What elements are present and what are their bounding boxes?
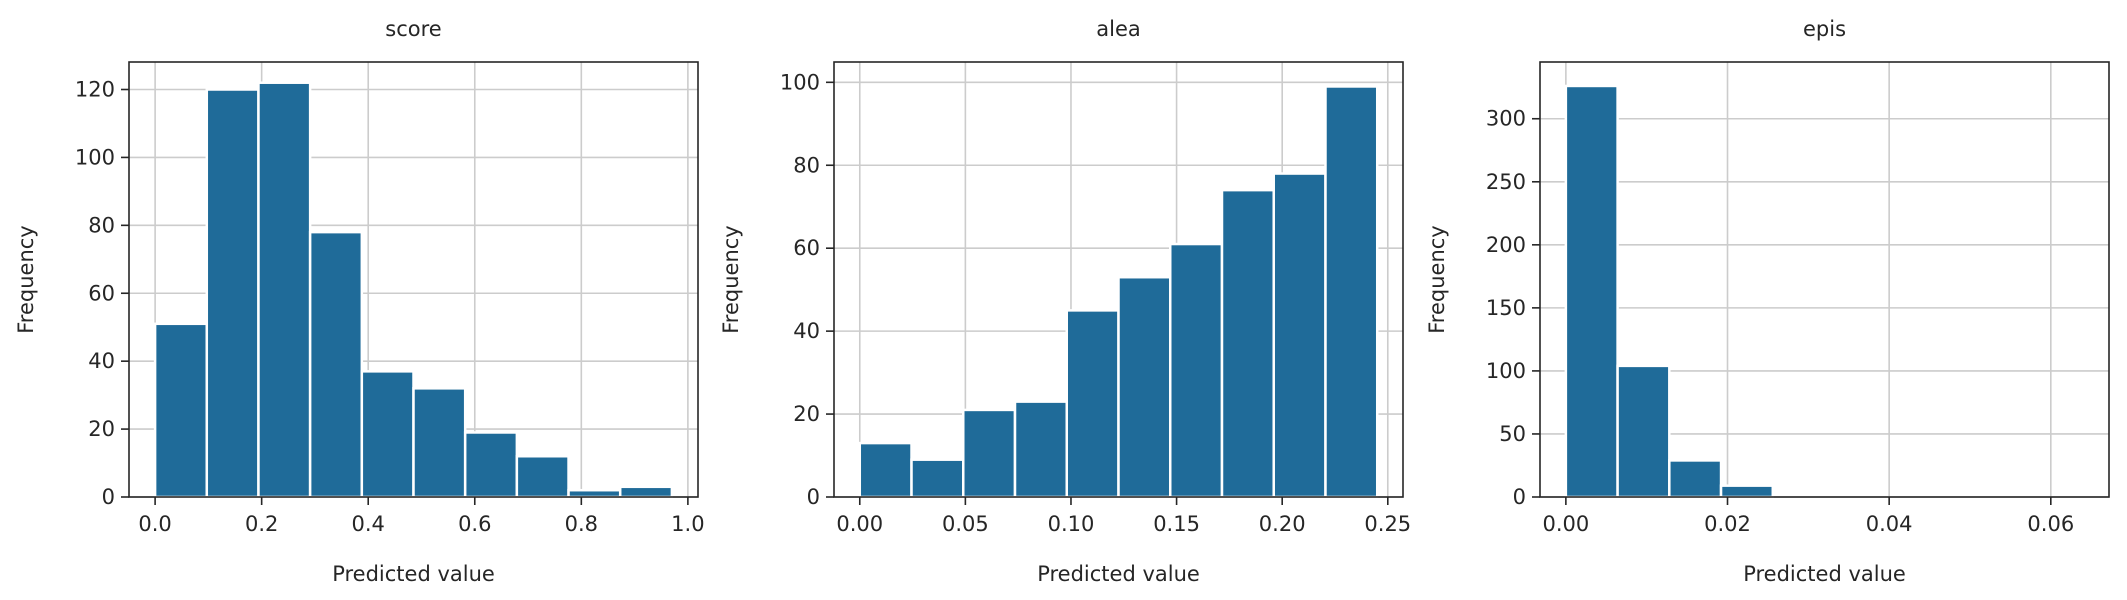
score-xtick-label-2: 0.4 [352, 512, 385, 536]
epis-ytick-label-0: 0 [1513, 485, 1526, 509]
score-ytick-label-4: 80 [88, 213, 115, 237]
score-bar-6 [463, 431, 519, 499]
epis-y-axis-label: Frequency [1425, 225, 1449, 334]
alea-y-axis-label: Frequency [719, 225, 743, 334]
epis-ytick-label-3: 150 [1486, 296, 1526, 320]
alea-bar-9 [1324, 85, 1379, 499]
epis-bar-1 [1616, 364, 1671, 499]
alea-xtick-label-4: 0.20 [1259, 512, 1306, 536]
epis-histogram-panel: 0.00 0.02 0.04 0.06 0 50 100 150 200 250 300 epis Pr… [1425, 17, 2110, 586]
alea-xtick-label-3: 0.15 [1153, 512, 1200, 536]
score-bar-1 [205, 88, 260, 499]
alea-xtick-label-5: 0.25 [1364, 512, 1411, 536]
epis-chart-title: epis [1803, 17, 1846, 41]
epis-bar-3 [1719, 484, 1775, 499]
alea-ytick-label-2: 40 [793, 319, 820, 343]
epis-ytick-label-6: 300 [1486, 107, 1526, 131]
score-histogram-panel: 0.0 0.2 0.4 0.6 0.8 1.0 0 20 40 60 80 100 120 score Pr… [14, 17, 705, 586]
score-xtick-label-1: 0.2 [245, 512, 278, 536]
epis-bar-2 [1668, 459, 1723, 499]
epis-ytick-label-5: 250 [1486, 170, 1526, 194]
alea-axes-frame [833, 61, 1404, 498]
score-ytick-label-3: 60 [88, 281, 115, 305]
epis-xtick-label-3: 0.06 [2027, 512, 2074, 536]
alea-bar-5 [1117, 275, 1172, 499]
score-xtick-label-0: 0.0 [138, 512, 171, 536]
score-ytick-label-5: 100 [75, 145, 115, 169]
alea-histogram-panel: 0.00 0.05 0.10 0.15 0.20 0.25 0 20 40 60 80 100 alea… [719, 17, 1411, 586]
score-xtick-label-4: 0.8 [565, 512, 598, 536]
alea-bar-3 [1013, 400, 1069, 499]
alea-bar-1 [910, 458, 965, 499]
alea-ytick-label-1: 20 [793, 402, 820, 426]
score-bar-7 [515, 455, 570, 499]
alea-ytick-label-4: 80 [793, 153, 820, 177]
score-ytick-label-2: 40 [88, 349, 115, 373]
score-bar-0 [153, 322, 209, 499]
alea-ytick-label-0: 0 [807, 485, 820, 509]
score-y-axis-label: Frequency [14, 225, 38, 334]
score-bar-3 [308, 230, 364, 499]
alea-bar-0 [858, 441, 913, 499]
score-bar-8 [567, 488, 622, 499]
epis-xtick-label-2: 0.04 [1866, 512, 1913, 536]
epis-axes-frame [1539, 61, 2110, 498]
alea-bar-2 [962, 408, 1017, 499]
epis-xtick-label-1: 0.02 [1704, 512, 1751, 536]
score-bar-9 [618, 485, 674, 499]
score-chart-title: score [385, 17, 441, 41]
alea-chart-title: alea [1096, 17, 1141, 41]
alea-bar-4 [1065, 309, 1120, 499]
alea-bar-6 [1168, 242, 1224, 499]
score-xtick-label-3: 0.6 [458, 512, 491, 536]
score-ytick-label-0: 0 [102, 485, 115, 509]
epis-xtick-label-0: 0.00 [1542, 512, 1589, 536]
score-ytick-label-6: 120 [75, 78, 115, 102]
epis-ytick-label-4: 200 [1486, 233, 1526, 257]
alea-xtick-label-2: 0.10 [1048, 512, 1095, 536]
score-bar-2 [257, 81, 312, 499]
alea-bar-7 [1220, 188, 1275, 499]
score-axes-frame [128, 61, 699, 498]
alea-ytick-label-5: 100 [780, 70, 820, 94]
score-bar-4 [360, 370, 415, 499]
score-xtick-label-5: 1.0 [671, 512, 704, 536]
alea-x-axis-label: Predicted value [1037, 562, 1200, 586]
alea-xtick-label-0: 0.00 [836, 512, 883, 536]
epis-x-axis-label: Predicted value [1743, 562, 1906, 586]
alea-ytick-label-3: 60 [793, 236, 820, 260]
score-ytick-label-1: 20 [88, 417, 115, 441]
epis-ytick-label-1: 50 [1499, 422, 1526, 446]
score-bar-5 [412, 387, 467, 499]
score-x-axis-label: Predicted value [332, 562, 495, 586]
alea-bar-8 [1272, 172, 1327, 499]
epis-ytick-label-2: 100 [1486, 359, 1526, 383]
epis-bar-0 [1564, 84, 1619, 499]
alea-xtick-label-1: 0.05 [942, 512, 989, 536]
